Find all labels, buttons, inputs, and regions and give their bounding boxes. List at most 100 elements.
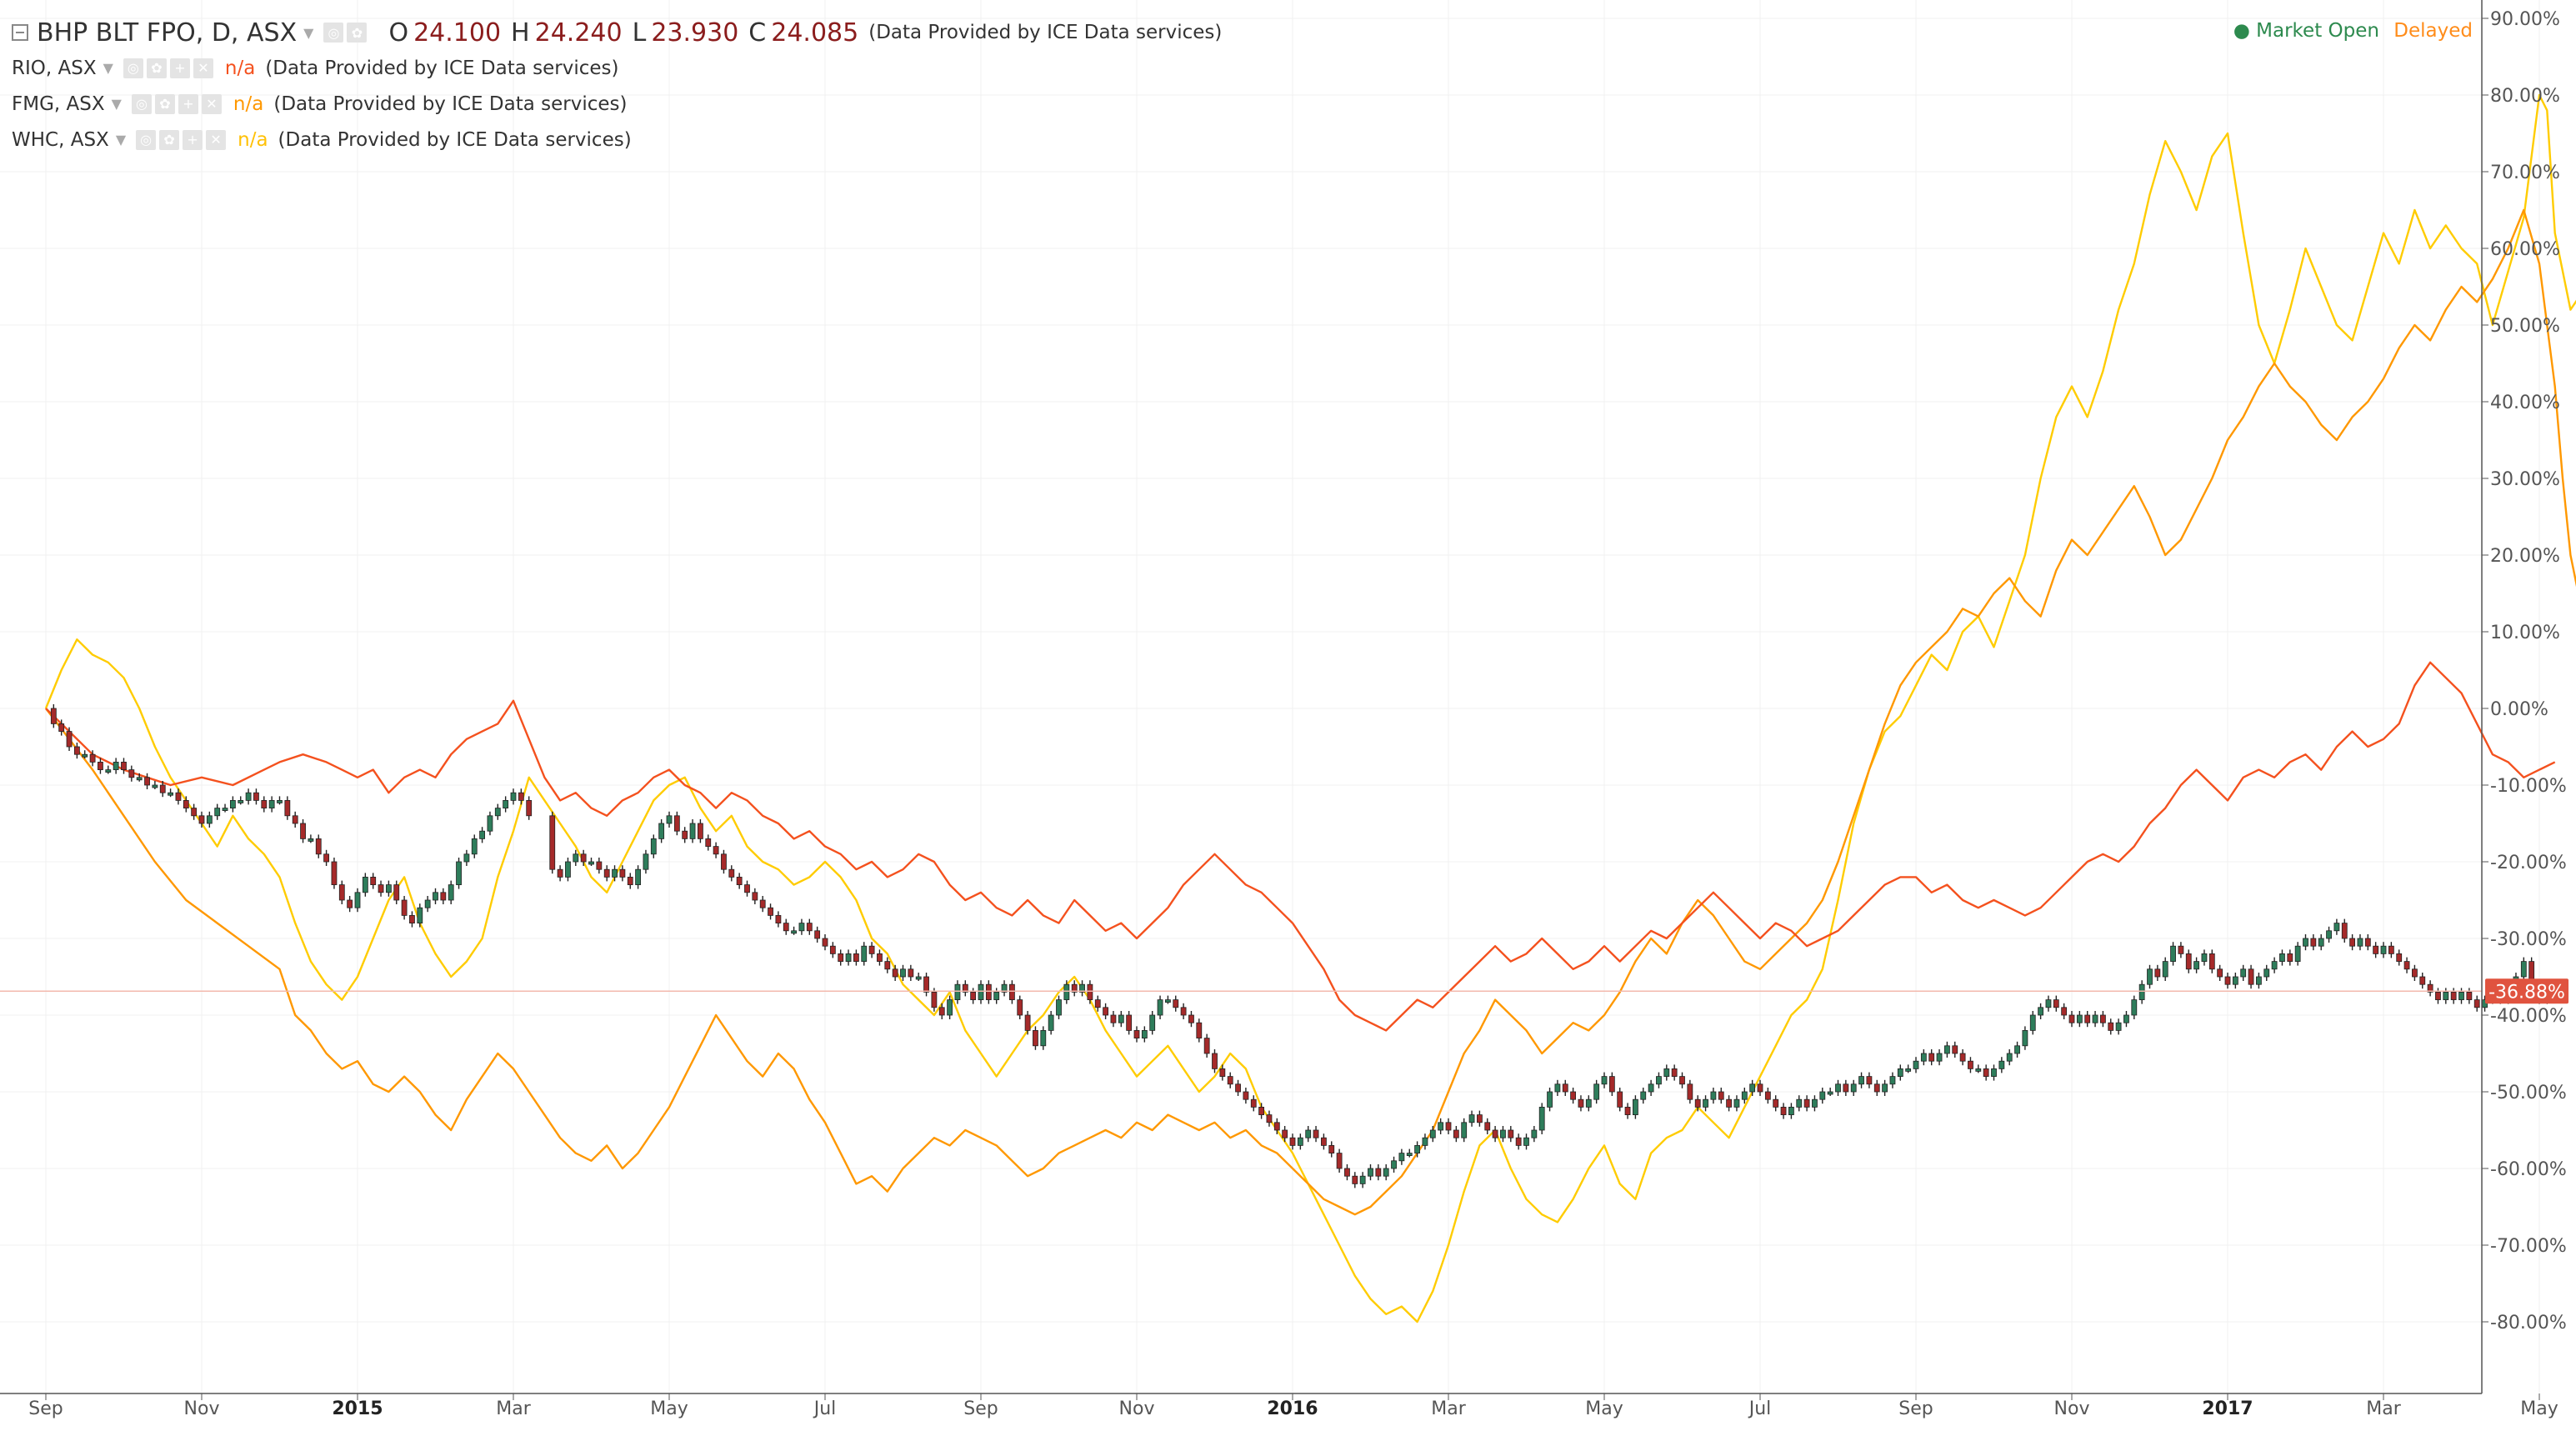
candle-body (1009, 983, 1015, 1000)
candle-body (931, 992, 938, 1008)
candle-body (2068, 1014, 2075, 1023)
candle-body (1843, 1083, 1849, 1093)
eye-icon[interactable]: ◎ (323, 23, 344, 43)
candle-body (448, 884, 454, 901)
gear-icon[interactable]: ✿ (347, 23, 368, 43)
candle-body (923, 976, 929, 993)
candle-body (2294, 945, 2301, 962)
provider-text: (Data Provided by ICE Data services) (868, 22, 1223, 43)
plus-icon[interactable]: + (169, 58, 190, 78)
candle-body (1959, 1053, 1966, 1062)
candle-body (838, 953, 844, 963)
candle-body (2411, 968, 2418, 978)
candle-body (1835, 1083, 1841, 1093)
candle-body (1796, 1098, 1803, 1108)
eye-icon[interactable]: ◎ (131, 93, 152, 114)
candle-body (1033, 1030, 1038, 1047)
candle-body (752, 892, 758, 901)
provider-text: (Data Provided by ICE Data services) (278, 128, 632, 151)
whc-symbol[interactable]: WHC, ASX (12, 128, 109, 151)
y-tick-label: 60.00% (2490, 239, 2560, 260)
candle-body (1601, 1076, 1608, 1085)
close-icon[interactable]: ✕ (206, 129, 227, 150)
candle-body (1188, 1014, 1194, 1023)
eye-icon[interactable]: ◎ (136, 129, 157, 150)
legend-fmg[interactable]: FMG, ASX ▼ ◎ ✿ + ✕ n/a (Data Provided by… (12, 86, 1222, 122)
candle-body (214, 808, 221, 817)
y-tick-label: -30.00% (2490, 929, 2567, 950)
chevron-down-icon[interactable]: ▼ (115, 132, 127, 148)
y-tick-label: -10.00% (2490, 776, 2567, 797)
x-tick-label: Nov (1119, 1398, 1155, 1419)
candle-body (791, 930, 797, 934)
candle-body (2380, 945, 2387, 954)
candle-body (2341, 923, 2348, 939)
candle-body (526, 800, 533, 817)
candle-body (1850, 1083, 1857, 1093)
candle-body (1920, 1053, 1927, 1062)
candle-body (1633, 1098, 1638, 1115)
candle-body (557, 868, 563, 878)
candle-body (1118, 1014, 1124, 1023)
close-icon[interactable]: ✕ (201, 93, 222, 114)
candle-body (2333, 923, 2340, 932)
candle-body (1289, 1137, 1296, 1146)
legend-rio[interactable]: RIO, ASX ▼ ◎ ✿ + ✕ n/a (Data Provided by… (12, 50, 1222, 86)
candle-body (1126, 1014, 1133, 1031)
candle-body (1391, 1160, 1397, 1169)
candle-body (2131, 999, 2138, 1016)
candle-body (277, 800, 283, 803)
candle-body (596, 861, 603, 870)
y-axis[interactable]: 90.00% 80.00% 70.00% 60.00% 50.00% 40.00% 30.0… (2481, 0, 2567, 1393)
candle-body (1882, 1083, 1888, 1093)
gear-icon[interactable]: ✿ (154, 93, 175, 114)
candle-body (2248, 968, 2254, 985)
main-series-legend[interactable]: BHP BLT FPO, D, ASX ▼ ◎ ✿ O 24.100 H 24.24… (12, 15, 1222, 50)
chevron-down-icon[interactable]: ▼ (111, 96, 122, 112)
fmg-symbol[interactable]: FMG, ASX (12, 93, 105, 115)
chevron-down-icon[interactable]: ▼ (303, 24, 314, 41)
candle-body (2014, 1045, 2020, 1054)
candle-body (113, 762, 119, 771)
candle-body (698, 823, 703, 839)
candle-body (315, 838, 322, 855)
candle-body (744, 884, 750, 893)
eye-icon[interactable]: ◎ (123, 58, 143, 78)
collapse-icon[interactable] (12, 24, 28, 41)
candle-body (1212, 1053, 1218, 1069)
close-icon[interactable]: ✕ (193, 58, 213, 78)
high-value: 24.240 (534, 18, 623, 48)
candle-body (822, 938, 828, 947)
candle-body (2038, 1007, 2044, 1016)
x-axis[interactable]: Sep Nov 2015 Mar May Jul Sep Nov 2016 Mar May Jul Se… (0, 1393, 2558, 1419)
plus-icon[interactable]: + (178, 93, 198, 114)
market-status: ● Market Open Delayed (2233, 20, 2473, 42)
candle-body (518, 792, 524, 801)
candle-body (627, 877, 633, 886)
candle-body (2201, 953, 2208, 963)
candle-body (666, 815, 673, 824)
candle-body (1468, 1114, 1475, 1123)
candle-body (2466, 992, 2473, 1001)
legend-whc[interactable]: WHC, ASX ▼ ◎ ✿ + ✕ n/a (Data Provided by… (12, 122, 1222, 158)
candle-body (1453, 1129, 1459, 1138)
candle-body (1991, 1068, 1997, 1078)
candle-body (1578, 1098, 1584, 1108)
gear-icon[interactable]: ✿ (159, 129, 180, 150)
candle-body (362, 877, 368, 893)
rio-symbol[interactable]: RIO, ASX (12, 57, 97, 79)
plus-icon[interactable]: + (183, 129, 203, 150)
low-label: L (632, 18, 647, 48)
candle-body (2092, 1014, 2098, 1023)
y-tick-label: 80.00% (2490, 86, 2560, 107)
gear-icon[interactable]: ✿ (146, 58, 167, 78)
candle-body (682, 830, 688, 839)
candle-body (2232, 976, 2238, 985)
main-symbol[interactable]: BHP BLT FPO, D, ASX (37, 18, 298, 48)
candle-body (1593, 1083, 1600, 1100)
chevron-down-icon[interactable]: ▼ (103, 60, 113, 76)
y-tick-label: 40.00% (2490, 393, 2560, 413)
candle-body (1531, 1129, 1538, 1138)
